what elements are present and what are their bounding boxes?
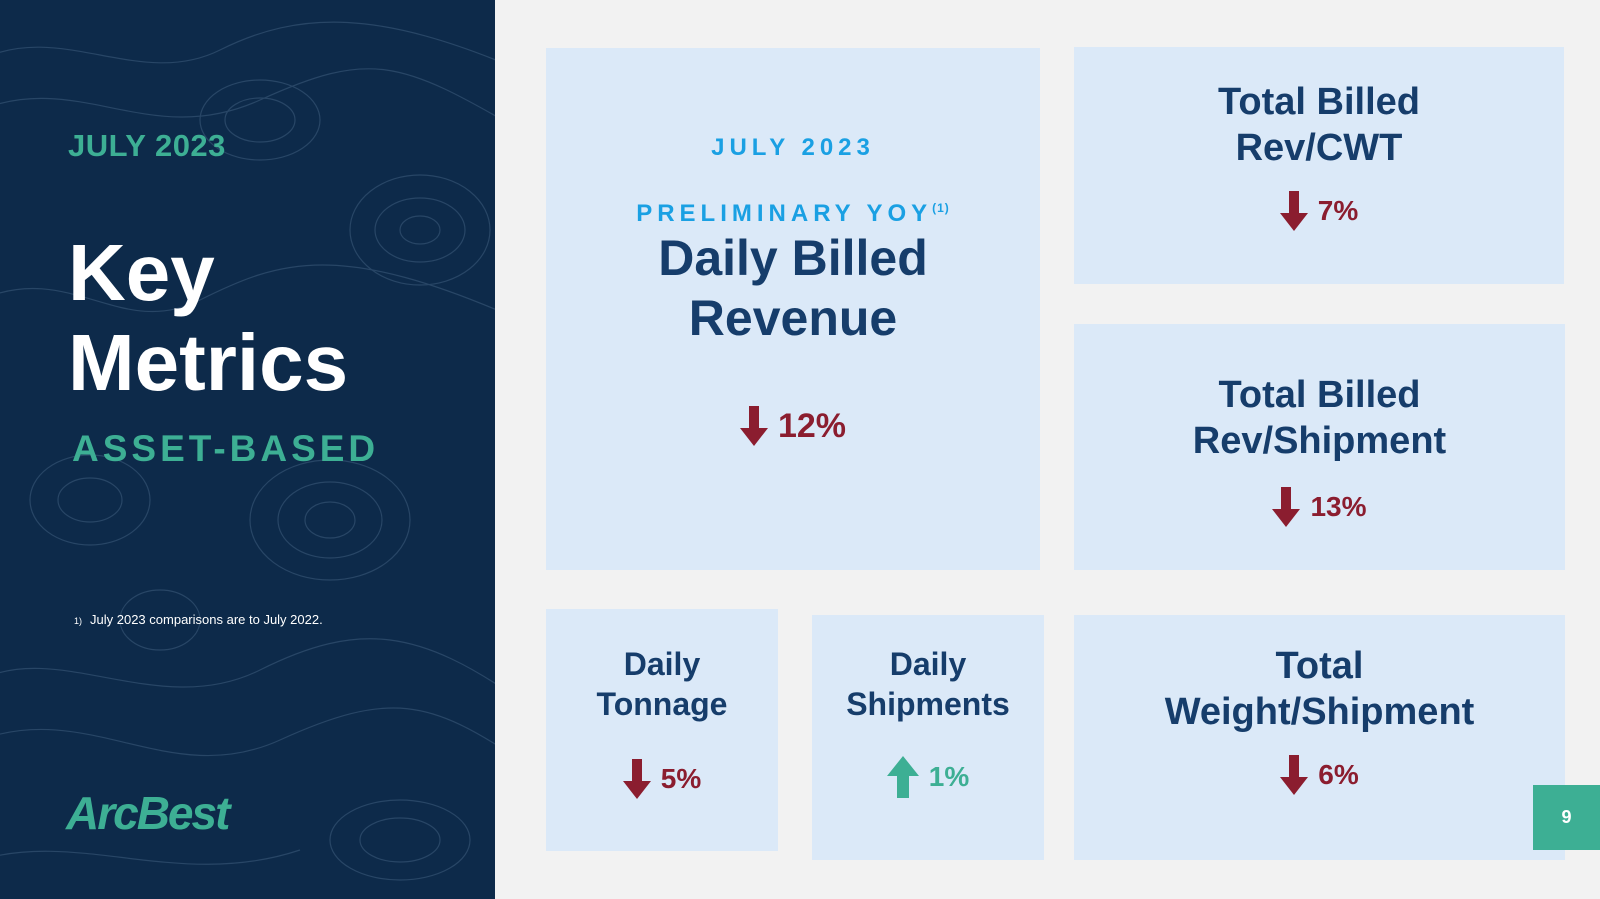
down-arrow-icon	[1272, 487, 1301, 527]
preliminary-header: JULY 2023 PRELIMINARY YOY(1)	[546, 103, 1040, 259]
report-date: JULY 2023	[68, 128, 226, 163]
page-title: Key Metrics	[68, 228, 349, 407]
metric-value: 1%	[928, 761, 970, 792]
metric-value: 13%	[1310, 491, 1367, 522]
card-title: Total Weight/Shipment	[1164, 645, 1475, 733]
metric-change: 13%	[1074, 487, 1565, 527]
metric-change: 1%	[812, 756, 1044, 798]
metric-value: 7%	[1317, 195, 1359, 226]
card-title: Daily Tonnage	[596, 646, 728, 722]
metric-change: 6%	[1074, 755, 1565, 795]
weight-shipment-card: Total Weight/Shipment 6%	[1074, 615, 1565, 860]
daily-shipments-card: Daily Shipments 1%	[812, 615, 1044, 860]
rev-shipment-card: Total Billed Rev/Shipment 13%	[1074, 324, 1565, 570]
footnote-marker: 1)	[74, 616, 83, 626]
title-panel: JULY 2023 Key Metrics ASSET-BASED 1) July…	[0, 0, 495, 899]
metric-change: 7%	[1074, 191, 1564, 231]
daily-tonnage-card: Daily Tonnage 5%	[546, 609, 778, 851]
header-yoy: PRELIMINARY YOY(1)	[636, 200, 950, 227]
daily-billed-revenue-card: JULY 2023 PRELIMINARY YOY(1) Daily Bille…	[546, 48, 1040, 570]
footnote: 1) July 2023 comparisons are to July 2022…	[74, 612, 323, 627]
metric-change: 5%	[546, 759, 778, 799]
page-number: 9	[1533, 785, 1600, 850]
down-arrow-icon	[1279, 191, 1308, 231]
card-title: Total Billed Rev/CWT	[1218, 81, 1420, 169]
down-arrow-icon	[1280, 755, 1309, 795]
metric-value: 6%	[1318, 759, 1359, 790]
metric-change: 12%	[546, 406, 1040, 446]
header-date: JULY 2023	[711, 134, 875, 161]
down-arrow-icon	[739, 406, 768, 446]
segment-label: ASSET-BASED	[72, 428, 380, 469]
metric-value: 12%	[777, 406, 847, 445]
down-arrow-icon	[622, 759, 651, 799]
footnote-reference: (1)	[932, 201, 950, 215]
card-title: Daily Shipments	[846, 646, 1010, 722]
card-title: Total Billed Rev/Shipment	[1192, 374, 1447, 462]
footnote-text: July 2023 comparisons are to July 2022.	[90, 612, 323, 627]
metric-value: 5%	[660, 763, 702, 794]
topographic-pattern	[0, 21, 495, 881]
rev-cwt-card: Total Billed Rev/CWT 7%	[1074, 47, 1564, 284]
arcbest-logo: ArcBest	[66, 787, 230, 839]
up-arrow-icon	[886, 756, 919, 798]
card-title: Daily Billed Revenue	[658, 230, 928, 346]
